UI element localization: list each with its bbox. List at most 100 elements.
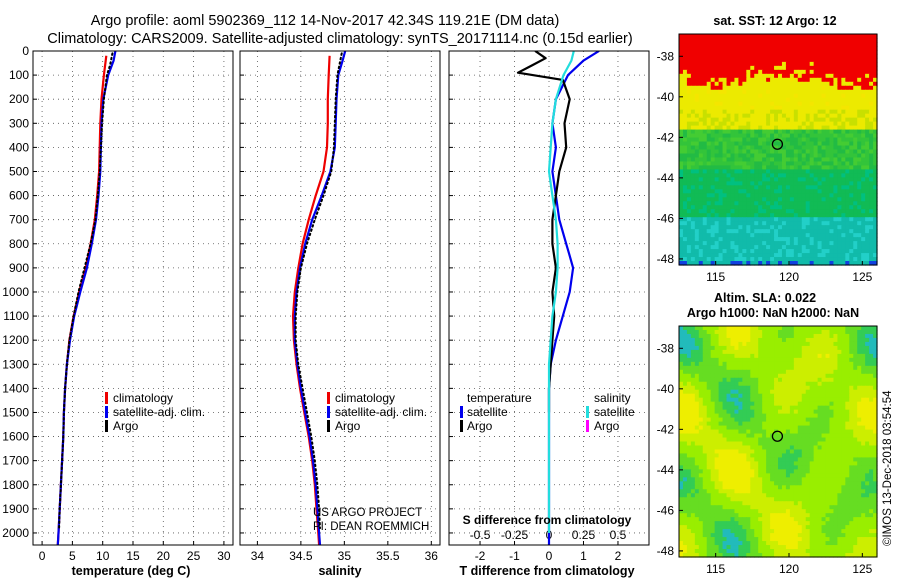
map-cell [873, 213, 878, 218]
map-cell [789, 385, 795, 391]
map-cell [869, 105, 874, 111]
map-cell [746, 433, 751, 439]
x-tick-label: 2 [615, 549, 622, 563]
map-cell [762, 261, 767, 266]
map-cell [682, 34, 688, 39]
map-cell [853, 337, 858, 343]
map-cell [706, 241, 712, 246]
map-cell [837, 85, 842, 91]
map-cell [797, 205, 803, 210]
map-cell [734, 121, 739, 127]
map-cell [845, 245, 850, 250]
map-cell [738, 205, 743, 210]
map-cell [679, 389, 684, 395]
map-cell [702, 121, 708, 127]
map-cell [738, 145, 743, 151]
map-cell [706, 349, 712, 355]
map-cell [841, 181, 846, 186]
map-cell [817, 433, 823, 439]
map-cell [869, 97, 874, 103]
map-cell [813, 37, 819, 43]
map-cell [861, 361, 866, 367]
map-cell [698, 457, 704, 463]
map-cell [722, 257, 728, 262]
map-cell [837, 97, 842, 103]
map-cell [734, 445, 739, 451]
map-cell [706, 161, 712, 167]
map-cell [710, 361, 716, 367]
legend-heading-temperature: temperature [467, 391, 532, 405]
map-cell [849, 49, 854, 55]
map-cell [785, 221, 791, 226]
map-cell [793, 45, 799, 51]
map-cell [833, 69, 838, 75]
map-cell [694, 165, 700, 171]
map-cell [734, 393, 739, 399]
map-cell [821, 177, 827, 182]
map-cell [690, 357, 696, 363]
map-cell [789, 61, 795, 67]
map-cell [690, 145, 696, 151]
map-cell [829, 105, 835, 111]
map-cell [694, 61, 700, 67]
map-cell [873, 185, 878, 190]
map-cell [857, 89, 862, 95]
map-cell [734, 161, 739, 167]
map-cell [702, 213, 708, 218]
map-cell [722, 145, 728, 151]
map-cell [829, 37, 835, 43]
map-cell [718, 369, 724, 375]
map-cell [734, 173, 739, 178]
map-cell [797, 77, 803, 83]
map-cell [809, 405, 815, 411]
map-cell [833, 329, 838, 335]
map-cell [817, 425, 823, 431]
map-cell [738, 409, 743, 415]
map-cell [781, 193, 787, 198]
map-cell [746, 34, 751, 39]
map-cell [793, 153, 799, 159]
map-cell [738, 453, 743, 459]
map-cell [873, 261, 878, 266]
map-cell [730, 237, 736, 242]
map-cell [849, 161, 854, 167]
map-cell [841, 373, 846, 379]
map-cell [861, 97, 866, 103]
map-cell [781, 81, 787, 87]
map-cell [778, 237, 783, 242]
map-cell [734, 129, 739, 135]
map-cell [825, 241, 831, 246]
map-cell [793, 449, 799, 455]
map-cell [726, 229, 732, 234]
map-cell [746, 213, 751, 218]
map-cell [742, 373, 747, 379]
map-cell [706, 41, 712, 47]
map-cell [702, 109, 708, 115]
map-cell [758, 105, 763, 111]
map-cell [841, 409, 846, 415]
map-cell [706, 345, 712, 351]
map-cell [758, 201, 763, 206]
map-cell [742, 461, 747, 466]
map-cell [690, 417, 696, 423]
map-cell [785, 249, 791, 254]
map-cell [797, 165, 803, 171]
map-cell [801, 49, 807, 55]
map-cell [809, 93, 815, 99]
map-cell [730, 133, 736, 139]
map-cell [726, 261, 732, 266]
map-cell [833, 65, 838, 71]
map-cell [853, 217, 858, 222]
map-cell [766, 125, 771, 131]
map-cell [682, 97, 688, 103]
map-cell [809, 337, 815, 343]
map-cell [861, 121, 866, 127]
map-cell [722, 157, 728, 163]
map-cell [698, 73, 704, 79]
map-cell [778, 189, 783, 194]
map-cell [738, 73, 743, 79]
map-cell [706, 353, 712, 359]
map-cell [746, 449, 751, 455]
map-cell [793, 49, 799, 55]
map-cell [793, 97, 799, 103]
